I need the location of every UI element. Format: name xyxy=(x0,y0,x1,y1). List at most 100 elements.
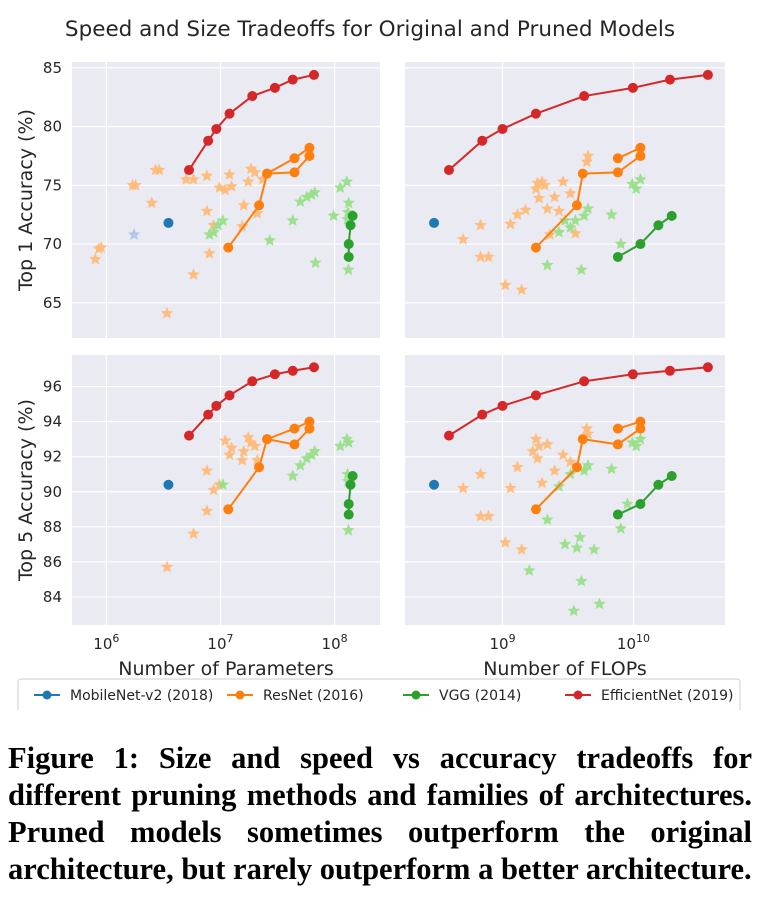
data-point xyxy=(664,74,675,85)
data-point-star xyxy=(499,278,512,291)
x-axis-label: Number of Parameters xyxy=(118,658,333,680)
data-point-star xyxy=(552,204,566,217)
x-tick-base: 10 xyxy=(617,635,636,653)
data-point xyxy=(247,91,258,102)
plot-area xyxy=(405,62,725,338)
data-point-star xyxy=(556,175,570,188)
data-point xyxy=(262,434,273,445)
data-point-star xyxy=(614,237,627,250)
data-point-star xyxy=(499,536,512,548)
data-point xyxy=(308,69,319,80)
data-point-star xyxy=(200,169,214,182)
data-point xyxy=(497,123,508,134)
data-point-star xyxy=(200,464,214,476)
series-mobilenet_pruned xyxy=(127,228,141,240)
data-point-star xyxy=(573,530,587,543)
data-point xyxy=(203,135,214,146)
legend-item-mobilenet: MobileNet-v2 (2018) xyxy=(34,688,213,704)
data-point-star xyxy=(541,437,554,450)
data-point xyxy=(477,135,488,146)
series-vgg xyxy=(612,470,677,520)
data-point-star xyxy=(580,422,593,434)
legend-label: ResNet (2016) xyxy=(263,688,364,704)
data-point-star xyxy=(89,252,102,265)
series-vgg xyxy=(343,470,358,520)
legend-label: VGG (2014) xyxy=(439,688,521,704)
series-resnet xyxy=(530,416,646,515)
x-tick-base: 10 xyxy=(489,635,508,653)
data-point xyxy=(702,362,713,373)
data-point xyxy=(184,165,195,176)
x-tick-exponent: 8 xyxy=(341,632,348,645)
data-point-star xyxy=(570,541,584,554)
data-point-star xyxy=(200,204,214,217)
x-tick-label: 108 xyxy=(322,632,348,653)
data-point-star xyxy=(630,182,643,195)
data-point xyxy=(163,217,174,228)
data-point xyxy=(571,462,582,473)
plot-area xyxy=(72,62,380,338)
data-point xyxy=(269,82,280,93)
data-point-star xyxy=(207,225,220,238)
data-point xyxy=(666,470,677,481)
data-point-star xyxy=(621,497,634,510)
data-point-star xyxy=(605,462,618,475)
data-point xyxy=(635,416,646,427)
data-point-star xyxy=(203,228,216,240)
data-point xyxy=(571,200,582,211)
data-point-star xyxy=(211,218,225,231)
legend-label: EfficientNet (2019) xyxy=(601,688,734,704)
data-point-star xyxy=(548,464,561,476)
data-point-star xyxy=(630,439,643,452)
data-point-star xyxy=(577,209,591,222)
series-efficientnet xyxy=(443,362,713,441)
data-point-star xyxy=(248,165,262,178)
data-point-star xyxy=(532,191,546,204)
y-tick-label: 65 xyxy=(43,294,62,312)
x-tick-exponent: 10 xyxy=(636,632,650,645)
data-point-star xyxy=(242,175,255,188)
data-point-star xyxy=(145,196,158,209)
x-tick-label: 106 xyxy=(93,632,119,653)
data-point-star xyxy=(535,476,549,489)
data-point xyxy=(347,210,358,221)
data-point-star xyxy=(327,209,340,222)
data-point xyxy=(612,509,623,520)
chart-title: Speed and Size Tradeoffs for Original an… xyxy=(65,17,675,42)
data-point xyxy=(666,210,677,221)
data-point xyxy=(429,479,440,490)
series-resnet_pruned xyxy=(160,430,264,573)
data-point xyxy=(343,251,354,262)
legend-item-resnet: ResNet (2016) xyxy=(227,688,364,704)
data-point xyxy=(635,150,646,161)
y-tick-label: 90 xyxy=(43,483,62,501)
data-point-star xyxy=(482,509,495,522)
data-point xyxy=(653,479,664,490)
data-point xyxy=(577,434,588,445)
series-resnet_pruned xyxy=(89,162,269,319)
data-point-star xyxy=(538,178,551,191)
data-point-star xyxy=(236,453,249,466)
data-point-star xyxy=(294,195,307,208)
y-axis-label: Top 1 Accuracy (%) xyxy=(15,109,37,292)
data-point-star xyxy=(308,185,321,198)
data-point xyxy=(289,167,300,178)
data-point-star xyxy=(456,481,470,494)
x-tick-base: 10 xyxy=(322,635,341,653)
data-point-star xyxy=(515,283,528,296)
legend: MobileNet-v2 (2018) ResNet (2016) VGG (201… xyxy=(17,678,741,710)
x-tick-label: 107 xyxy=(207,632,233,653)
data-point xyxy=(223,504,234,515)
x-tick-exponent: 9 xyxy=(509,632,516,645)
panel-top-left: 65 70 75 80 85 Top 1 Accuracy (%) xyxy=(15,59,380,338)
legend-frame xyxy=(17,678,741,710)
data-point xyxy=(627,82,638,93)
plot-area xyxy=(72,355,380,625)
series-line xyxy=(617,475,673,516)
data-point-star xyxy=(223,168,236,181)
legend-marker xyxy=(42,690,52,700)
y-tick-label: 85 xyxy=(43,59,62,77)
data-point xyxy=(443,165,454,176)
data-point-star xyxy=(531,451,544,464)
data-point xyxy=(224,390,235,401)
